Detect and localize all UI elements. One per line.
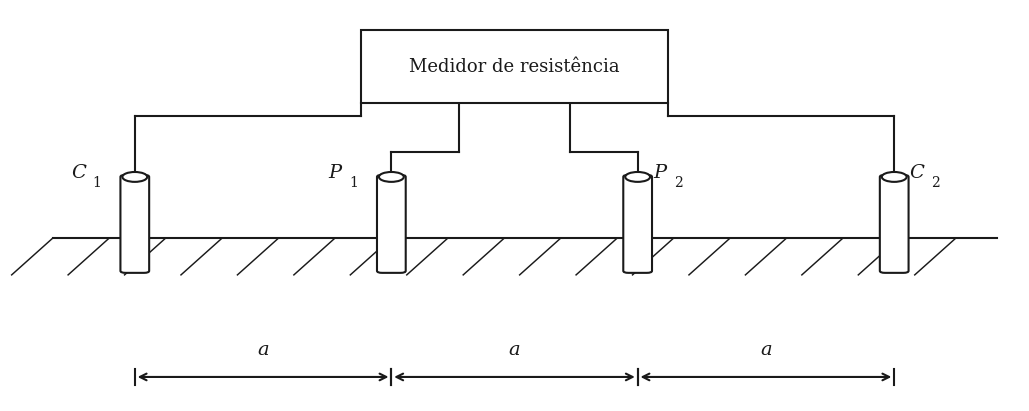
Text: P: P xyxy=(328,164,342,182)
Text: a: a xyxy=(760,341,772,358)
Circle shape xyxy=(626,172,650,182)
Text: P: P xyxy=(653,164,667,182)
Text: Medidor de resistência: Medidor de resistência xyxy=(410,58,619,76)
FancyBboxPatch shape xyxy=(120,175,149,273)
Text: a: a xyxy=(508,341,521,358)
Bar xyxy=(360,30,669,104)
Text: 2: 2 xyxy=(674,176,683,190)
Text: 1: 1 xyxy=(349,176,358,190)
Text: 1: 1 xyxy=(93,176,101,190)
Circle shape xyxy=(379,172,403,182)
Text: C: C xyxy=(71,164,85,182)
Circle shape xyxy=(122,172,147,182)
Text: 2: 2 xyxy=(931,176,939,190)
FancyBboxPatch shape xyxy=(377,175,405,273)
Text: a: a xyxy=(257,341,269,358)
FancyBboxPatch shape xyxy=(880,175,909,273)
FancyBboxPatch shape xyxy=(624,175,652,273)
Circle shape xyxy=(882,172,907,182)
Text: C: C xyxy=(910,164,924,182)
